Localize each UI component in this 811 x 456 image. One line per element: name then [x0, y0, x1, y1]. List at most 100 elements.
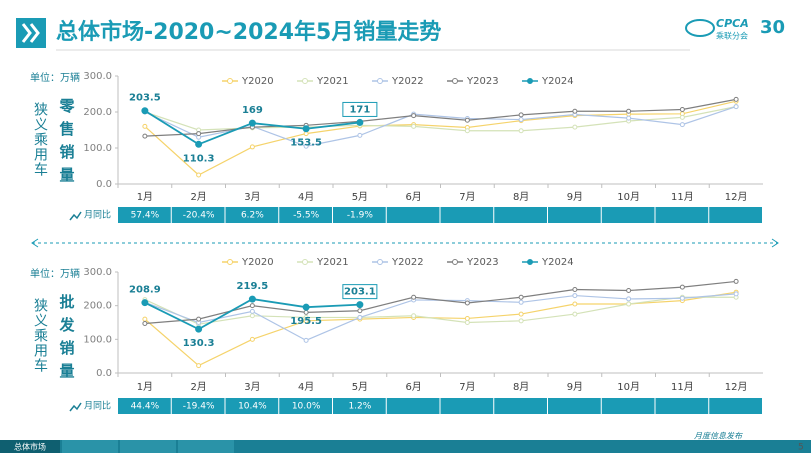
point — [357, 308, 363, 314]
point — [302, 125, 310, 133]
yoy-label-cell — [65, 398, 118, 414]
logo: CPCA 乘联分会 30 — [685, 17, 785, 41]
data-label: 203.1 — [344, 287, 376, 298]
legend-marker — [452, 259, 458, 265]
legend-marker — [527, 78, 533, 84]
point — [626, 296, 632, 302]
point — [303, 309, 309, 315]
legend-label: Y2020 — [241, 257, 274, 268]
y-tick-label: 0.0 — [96, 179, 112, 190]
x-tick-label: 5月 — [352, 381, 368, 393]
point — [411, 294, 417, 300]
x-tick-label: 11月 — [671, 381, 694, 393]
point — [303, 337, 309, 343]
yoy-cell — [440, 398, 494, 414]
legend-marker — [377, 259, 383, 265]
yoy-cell — [601, 398, 655, 414]
point — [411, 313, 417, 319]
legend-label: Y2022 — [391, 257, 424, 268]
point — [679, 295, 685, 301]
point — [464, 128, 470, 134]
page-number: 5 — [798, 443, 804, 453]
legend-label: Y2022 — [391, 76, 424, 87]
label-box — [342, 284, 378, 300]
footer-tab[interactable] — [62, 440, 118, 453]
point — [302, 303, 310, 311]
y-tick-label: 100.0 — [83, 143, 112, 154]
point — [195, 140, 203, 148]
side-label: 批发销量 — [58, 293, 76, 386]
legend-label: Y2021 — [316, 76, 349, 87]
point — [357, 314, 363, 320]
point — [464, 320, 470, 325]
divider-arrow — [31, 238, 779, 248]
yoy-cell — [386, 398, 440, 414]
point — [626, 288, 632, 294]
yoy-icon — [69, 402, 82, 412]
x-tick-label: 2月 — [190, 381, 206, 393]
point — [733, 96, 739, 102]
x-tick-label: 10月 — [617, 381, 640, 393]
data-label: 208.9 — [129, 285, 161, 296]
yoy-value: 10.0% — [292, 402, 321, 412]
legend-label: Y2023 — [466, 257, 499, 268]
data-label: 153.5 — [290, 138, 322, 149]
yoy-value: 10.4% — [238, 402, 267, 412]
y-tick-label: 200.0 — [83, 107, 112, 118]
point — [464, 315, 470, 321]
x-tick-label: 9月 — [567, 381, 583, 393]
point — [141, 299, 149, 307]
point — [248, 295, 256, 303]
legend-label: Y2024 — [541, 257, 574, 268]
point — [518, 117, 524, 123]
y-tick-label: 300.0 — [83, 71, 112, 82]
legend-label: Y2023 — [466, 76, 499, 87]
x-tick-label: 1月 — [137, 381, 153, 393]
x-tick-label: 12月 — [725, 191, 748, 203]
yoy-cell — [601, 207, 655, 223]
legend-marker — [227, 259, 233, 265]
legend-marker — [302, 78, 308, 84]
point — [142, 133, 148, 139]
legend-label: Y2021 — [316, 257, 349, 268]
legend-marker — [377, 78, 383, 84]
yoy-cell — [655, 398, 709, 414]
x-tick-label: 11月 — [671, 191, 694, 203]
title: 总体市场-2020~2024年5月销量走势 — [56, 19, 441, 45]
x-tick-label: 12月 — [725, 381, 748, 393]
series-line — [144, 296, 737, 325]
point — [248, 119, 256, 127]
data-label: 203.5 — [129, 93, 161, 104]
data-label: 171 — [349, 104, 370, 115]
x-tick-label: 7月 — [459, 381, 475, 393]
yoy-value: -19.4% — [183, 402, 215, 412]
point — [303, 314, 309, 320]
point — [411, 123, 417, 129]
point — [626, 108, 632, 114]
point — [733, 278, 739, 284]
point — [572, 311, 578, 317]
data-label: 195.5 — [290, 316, 322, 327]
footer-tab[interactable] — [0, 440, 60, 453]
series-line — [144, 100, 737, 176]
footer-tab[interactable] — [120, 440, 176, 453]
point — [733, 291, 739, 297]
legend-marker — [527, 259, 533, 265]
x-tick-label: 6月 — [405, 191, 421, 203]
logo-badge: 30 — [760, 17, 785, 38]
x-tick-label: 4月 — [298, 191, 314, 203]
x-tick-label: 7月 — [459, 191, 475, 203]
point — [196, 316, 202, 322]
yoy-cell — [440, 207, 494, 223]
category-label: 狭义乘用车 — [32, 102, 48, 177]
logo-sub: 乘联分会 — [716, 31, 748, 41]
point — [196, 172, 202, 178]
yoy-cell — [225, 398, 279, 414]
footer-tab[interactable] — [178, 440, 234, 453]
x-tick-label: 3月 — [244, 191, 260, 203]
point — [679, 114, 685, 120]
unit-label: 单位：万辆 — [30, 267, 80, 280]
y-tick-label: 100.0 — [83, 334, 112, 345]
point — [464, 300, 470, 306]
